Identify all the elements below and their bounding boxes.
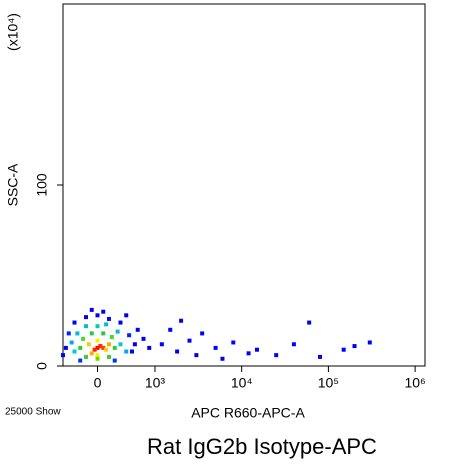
event-point <box>124 349 129 354</box>
event-point <box>129 349 134 354</box>
event-point <box>95 338 100 343</box>
event-point <box>254 347 259 352</box>
event-point <box>101 345 106 350</box>
event-point <box>72 320 77 325</box>
event-point <box>63 345 68 350</box>
x-tick-label: 0 <box>94 375 102 391</box>
event-point <box>83 354 88 359</box>
event-point <box>132 342 137 347</box>
event-point <box>78 345 83 350</box>
event-point <box>159 342 164 347</box>
y-axis-label: SSC-A <box>5 163 21 206</box>
event-point <box>95 356 100 361</box>
event-point <box>112 358 117 363</box>
event-point <box>291 342 296 347</box>
event-point <box>118 342 123 347</box>
event-point <box>168 327 173 332</box>
event-point <box>135 327 140 332</box>
event-point <box>106 342 111 347</box>
plot-frame <box>62 3 426 367</box>
event-point <box>307 320 312 325</box>
event-point <box>83 324 88 329</box>
x-tick-label: 10⁴ <box>231 375 253 391</box>
event-point <box>231 340 236 345</box>
event-point <box>352 344 357 349</box>
event-point <box>106 316 111 321</box>
event-point <box>118 320 123 325</box>
event-point <box>81 336 86 341</box>
event-point <box>200 331 205 336</box>
event-point <box>101 309 106 314</box>
event-point <box>115 329 120 334</box>
x-axis-label: APC R660-APC-A <box>191 405 305 421</box>
event-point <box>92 347 97 352</box>
event-point <box>61 353 65 358</box>
event-point <box>274 353 279 358</box>
event-point <box>83 315 88 320</box>
event-point <box>187 338 192 343</box>
event-point <box>147 345 152 350</box>
event-point <box>213 345 218 350</box>
event-point <box>95 313 100 318</box>
event-point <box>141 336 146 341</box>
x-tick-label: 10³ <box>145 375 166 391</box>
y-tick-label: 100 <box>34 173 50 197</box>
event-point <box>95 324 100 329</box>
event-point <box>246 351 251 356</box>
event-point <box>127 333 132 338</box>
event-point <box>106 354 111 359</box>
event-point <box>89 331 94 336</box>
event-point <box>124 313 129 318</box>
event-point <box>194 353 199 358</box>
event-point <box>78 358 83 363</box>
event-point <box>98 344 103 349</box>
event-point <box>75 331 80 336</box>
event-point <box>95 345 100 350</box>
event-point <box>69 340 74 345</box>
event-point <box>220 356 225 361</box>
y-tick-label: 0 <box>34 362 50 370</box>
y-multiplier: (x10⁴) <box>5 13 21 51</box>
event-point <box>104 347 109 352</box>
event-point <box>89 307 94 312</box>
event-point <box>104 322 109 327</box>
event-point <box>109 335 114 340</box>
event-point <box>318 354 323 359</box>
event-point <box>95 353 100 358</box>
x-tick-label: 10⁶ <box>404 375 425 391</box>
event-point <box>367 340 372 345</box>
event-point <box>66 331 71 336</box>
event-point <box>101 331 106 336</box>
event-point <box>341 347 346 352</box>
event-point <box>89 351 94 356</box>
event-point <box>175 349 180 354</box>
event-note: 25000 Show <box>5 407 61 418</box>
event-point <box>86 342 91 347</box>
x-tick-label: 10⁵ <box>318 375 339 391</box>
event-point <box>112 345 117 350</box>
event-point <box>179 318 184 323</box>
event-point <box>72 349 77 354</box>
chart-title: Rat IgG2b Isotype-APC <box>147 434 377 459</box>
